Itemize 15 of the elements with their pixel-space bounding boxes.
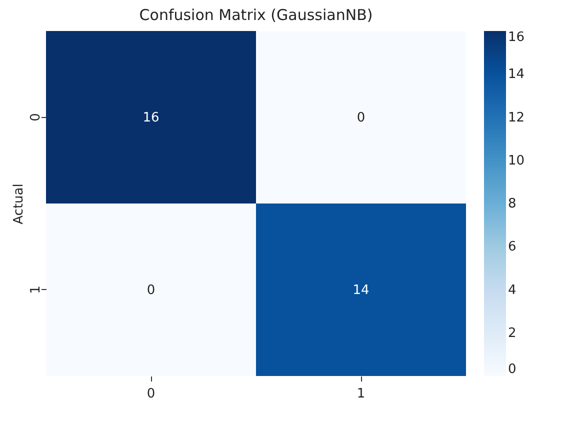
- data-label: 0: [146, 282, 156, 298]
- chart-title: Confusion Matrix (GaussianNB): [139, 6, 373, 24]
- data-label: 14: [352, 282, 370, 298]
- data-label: 0: [356, 110, 366, 126]
- color-bar-label: 6: [508, 240, 516, 255]
- color-bar-label: 14: [508, 67, 525, 82]
- color-bar-label: 4: [508, 282, 516, 298]
- color-bar-label: 10: [508, 153, 525, 168]
- color-bar-label: 16: [508, 30, 525, 45]
- color-bar-label: 0: [508, 362, 516, 377]
- color-bar-label: 2: [508, 326, 516, 341]
- color-bar-label: 12: [508, 110, 525, 126]
- color-bar-label: 8: [508, 196, 516, 212]
- data-label: 16: [142, 110, 160, 126]
- y-axis-title: Actual: [12, 184, 26, 224]
